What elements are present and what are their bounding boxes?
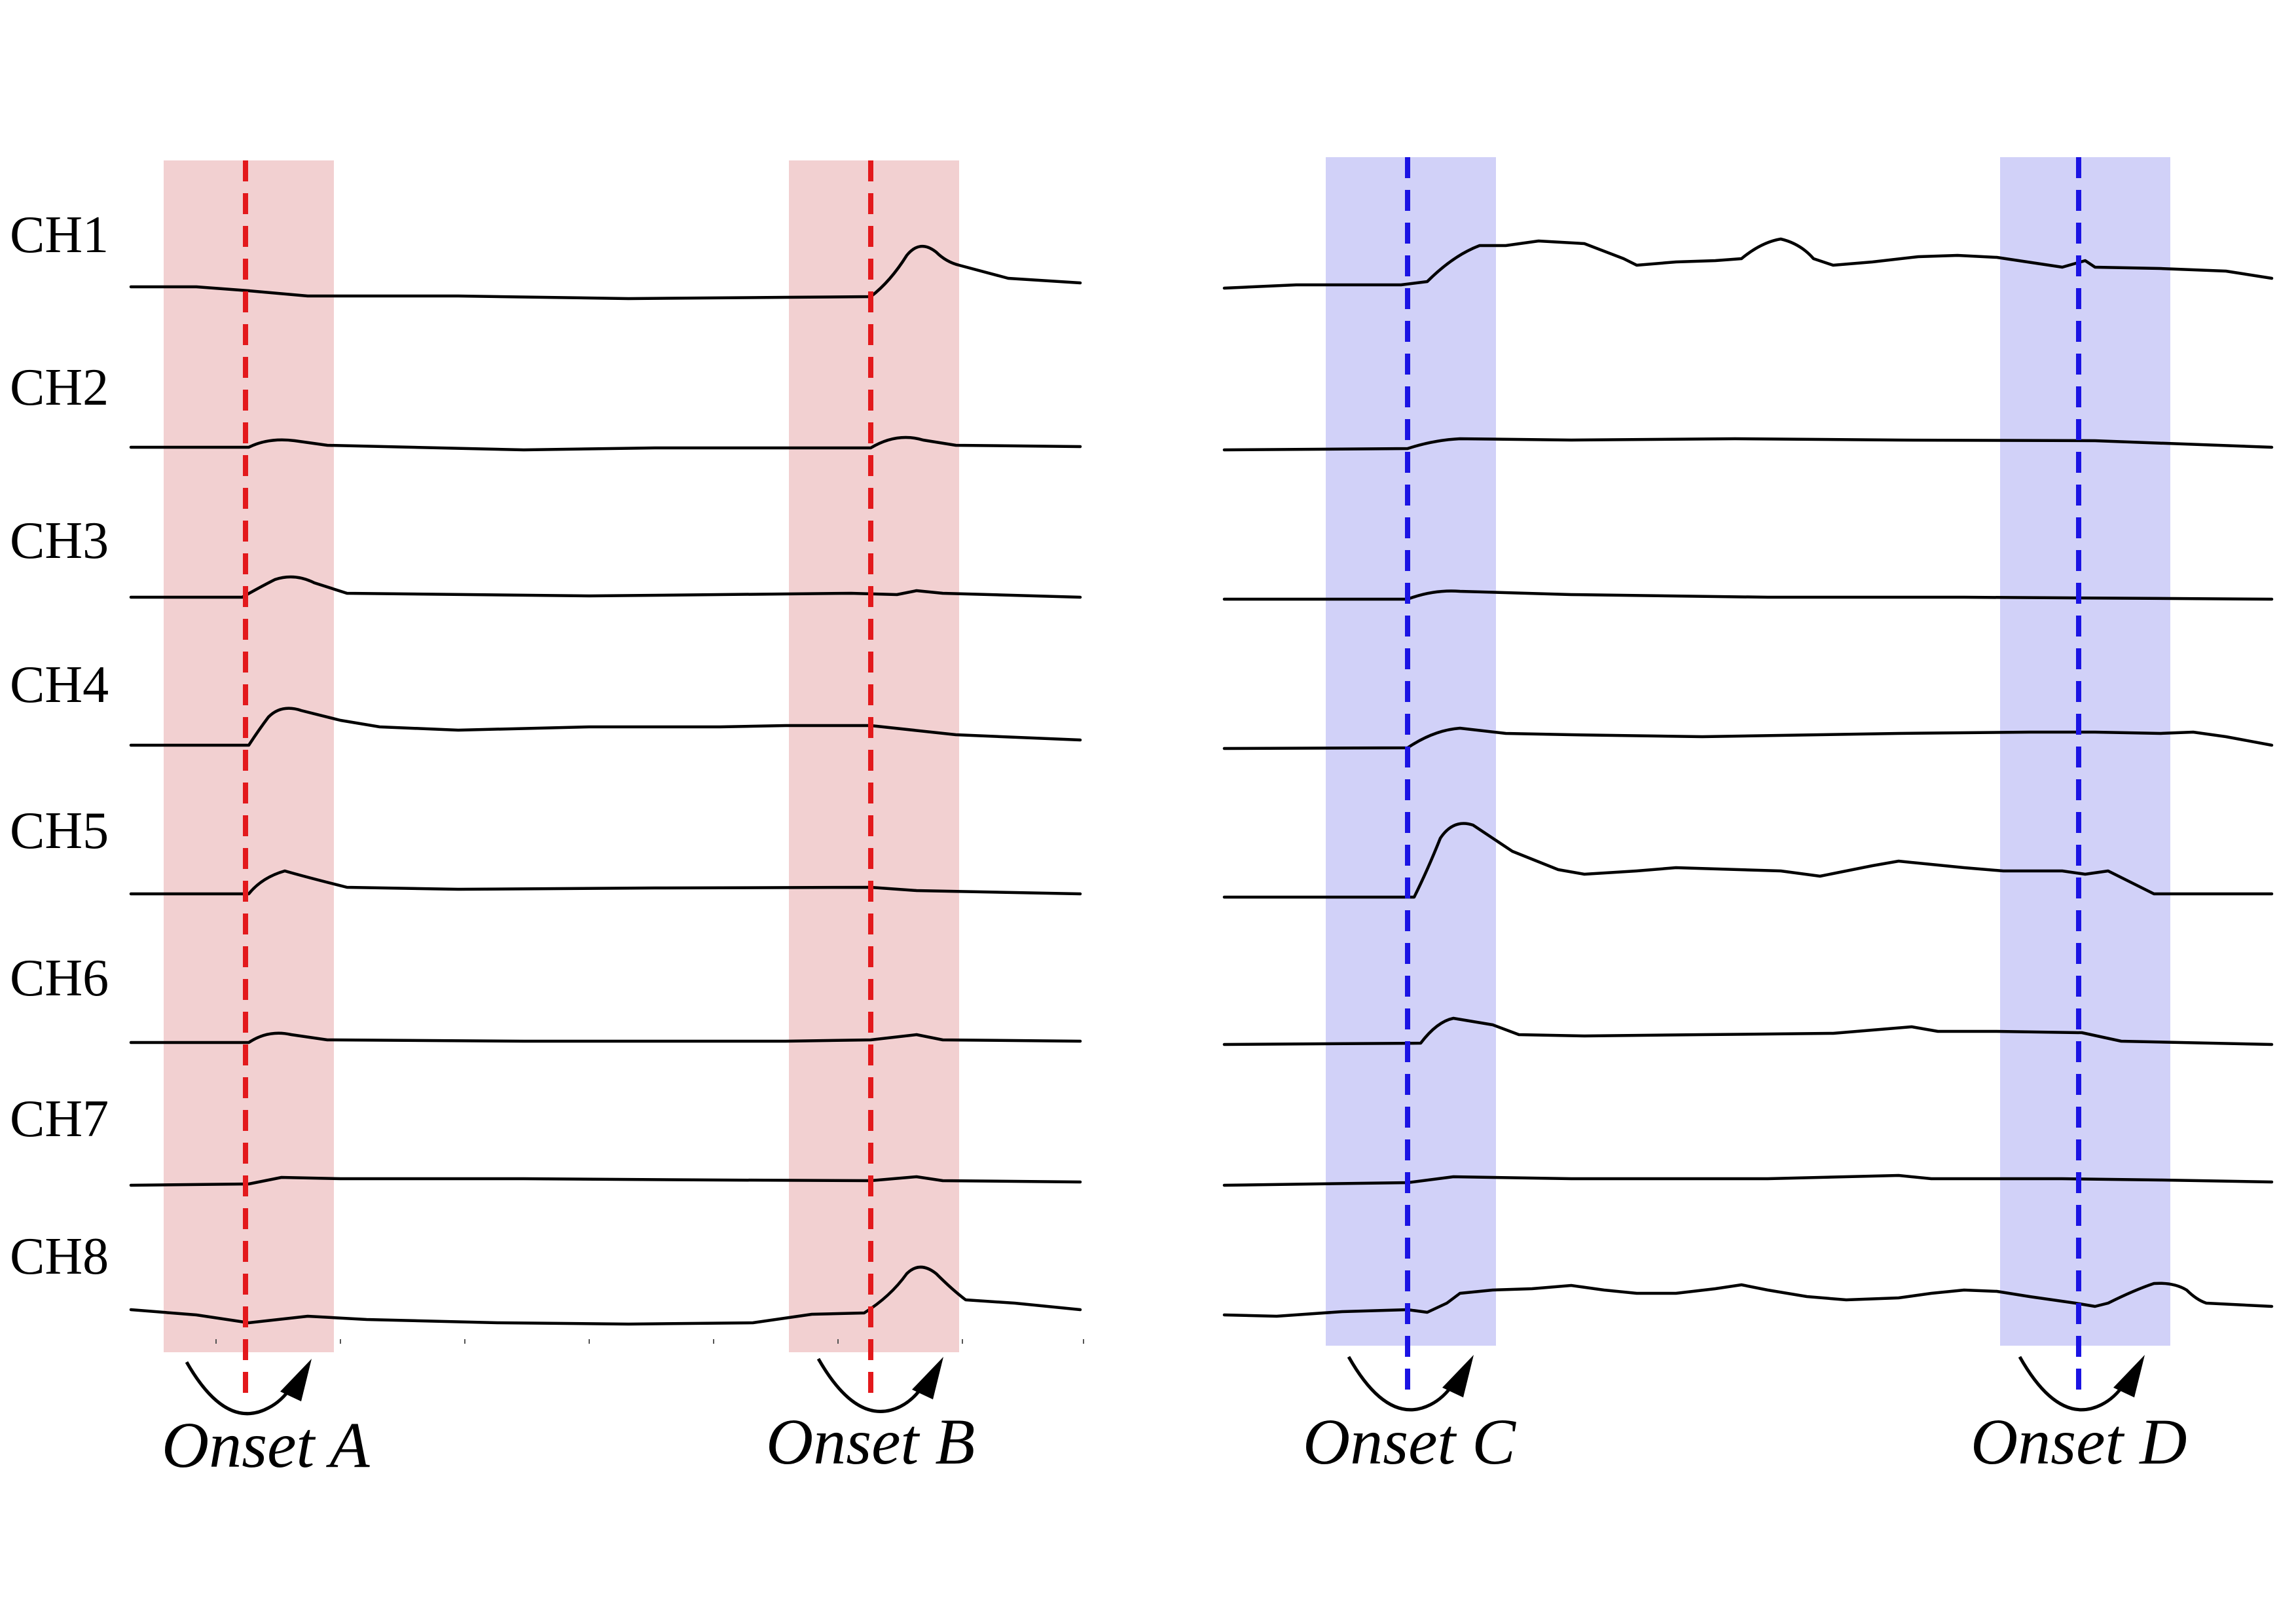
channel-label-7: CH7 xyxy=(10,1090,109,1148)
left-panel-traces xyxy=(129,245,1082,1326)
right-trace-ch1 xyxy=(1222,237,2274,290)
right-trace-ch5 xyxy=(1222,822,2274,899)
onset-d-hook-arrow xyxy=(2018,1355,2145,1412)
left-trace-ch4 xyxy=(129,707,1082,747)
left-trace-ch5 xyxy=(129,869,1082,896)
channel-label-2: CH2 xyxy=(10,359,109,416)
channel-label-8: CH8 xyxy=(10,1228,109,1285)
channel-label-1: CH1 xyxy=(10,206,109,264)
left-trace-ch8 xyxy=(129,1265,1082,1326)
right-trace-ch6 xyxy=(1222,1016,2274,1046)
channel-label-4: CH4 xyxy=(10,656,109,714)
onset-b-hook-arrow xyxy=(816,1357,943,1413)
right-trace-ch7 xyxy=(1222,1173,2274,1187)
left-trace-ch2 xyxy=(129,435,1082,452)
onset-c-hook-arrow xyxy=(1347,1355,1474,1412)
right-trace-ch4 xyxy=(1222,726,2274,750)
channel-label-3: CH3 xyxy=(10,512,109,570)
onset-d-label: Onset D xyxy=(1971,1405,2187,1478)
onset-a-hook-arrow xyxy=(185,1359,312,1416)
onset-c-label: Onset C xyxy=(1303,1405,1516,1478)
onset-c-band xyxy=(1326,157,1496,1346)
left-panel-ticks xyxy=(215,1339,1084,1344)
onset-d-band xyxy=(2000,157,2170,1346)
channel-label-6: CH6 xyxy=(10,950,109,1007)
onset-a-label: Onset A xyxy=(162,1409,370,1481)
left-trace-ch6 xyxy=(129,1031,1082,1044)
onset-b-label: Onset B xyxy=(766,1405,975,1478)
onset-b-band xyxy=(789,160,959,1352)
right-trace-ch8 xyxy=(1222,1282,2274,1318)
channel-label-5: CH5 xyxy=(10,802,109,860)
left-trace-ch3 xyxy=(129,575,1082,599)
onset-a-band xyxy=(164,160,334,1352)
left-trace-ch7 xyxy=(129,1175,1082,1187)
right-trace-ch2 xyxy=(1222,437,2274,452)
right-panel-traces xyxy=(1222,237,2274,1318)
right-trace-ch3 xyxy=(1222,589,2274,601)
left-trace-ch1 xyxy=(129,245,1082,301)
